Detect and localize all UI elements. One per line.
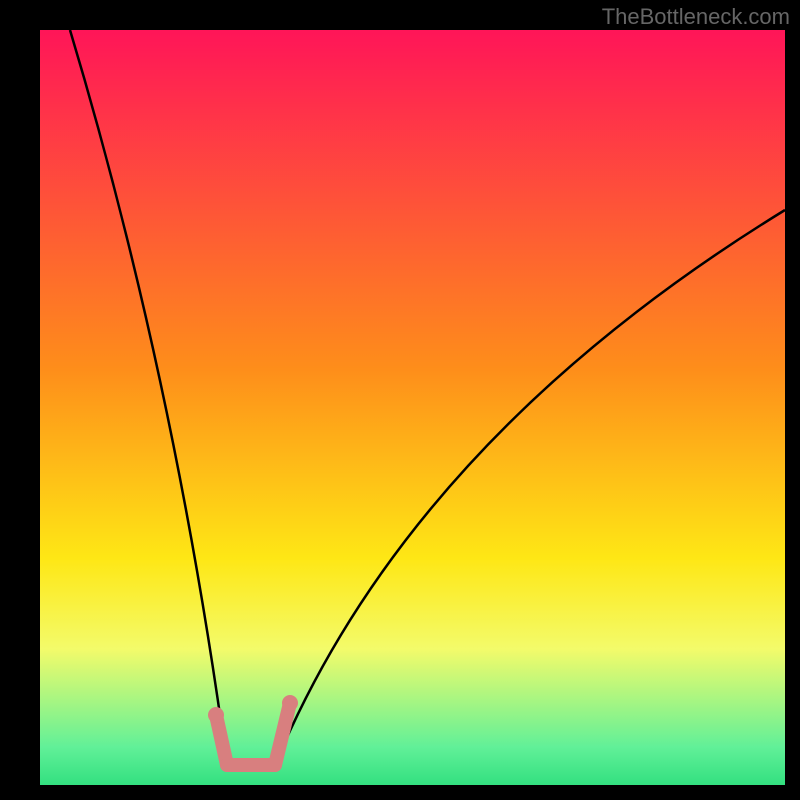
marker-dot-1 <box>282 695 298 711</box>
curve-overlay <box>0 0 800 800</box>
bottleneck-curve <box>70 30 785 765</box>
marker-segment-2 <box>275 703 290 765</box>
canvas: TheBottleneck.com <box>0 0 800 800</box>
marker-dot-0 <box>208 707 224 723</box>
